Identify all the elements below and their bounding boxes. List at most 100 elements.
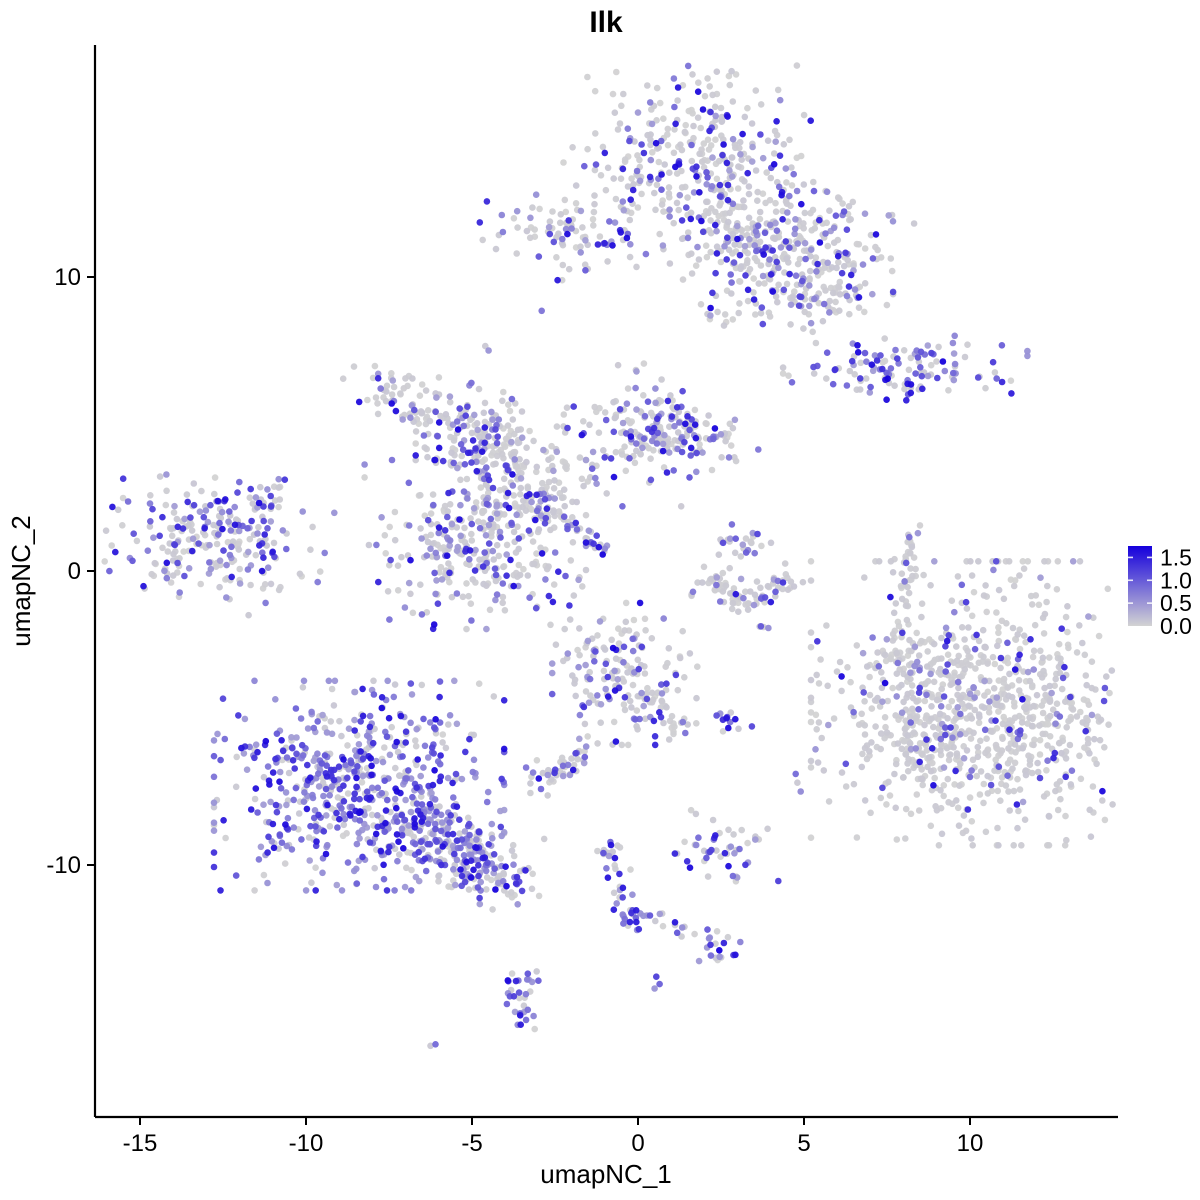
data-point bbox=[124, 498, 132, 505]
data-point bbox=[1091, 735, 1098, 743]
data-point bbox=[552, 641, 560, 648]
data-point bbox=[570, 592, 578, 599]
data-point bbox=[602, 660, 610, 668]
data-point bbox=[388, 391, 396, 398]
data-point bbox=[355, 809, 363, 817]
data-point bbox=[101, 558, 108, 565]
data-point bbox=[411, 820, 419, 828]
data-point bbox=[898, 745, 906, 753]
data-point bbox=[386, 843, 393, 851]
data-point bbox=[464, 449, 472, 457]
data-point bbox=[457, 476, 464, 484]
data-point bbox=[619, 503, 626, 510]
data-point bbox=[633, 440, 640, 447]
data-point bbox=[181, 572, 188, 580]
data-point bbox=[846, 310, 853, 318]
data-point bbox=[510, 528, 518, 536]
data-point bbox=[236, 478, 243, 486]
data-point bbox=[684, 229, 692, 236]
data-point bbox=[927, 767, 935, 775]
data-point bbox=[387, 556, 394, 564]
data-point bbox=[368, 784, 376, 792]
data-point bbox=[344, 774, 351, 782]
data-point bbox=[798, 200, 805, 208]
data-point bbox=[549, 598, 557, 606]
data-point bbox=[784, 586, 792, 593]
data-point bbox=[823, 622, 830, 629]
data-point bbox=[692, 262, 700, 270]
data-point bbox=[1037, 574, 1044, 581]
data-point bbox=[1045, 812, 1053, 820]
data-point bbox=[591, 192, 598, 199]
data-point bbox=[206, 541, 213, 549]
data-point bbox=[816, 216, 823, 224]
data-point bbox=[705, 209, 712, 217]
data-point bbox=[962, 827, 970, 835]
data-point bbox=[383, 388, 390, 395]
data-point bbox=[575, 663, 582, 671]
data-point bbox=[511, 456, 518, 463]
data-point bbox=[929, 659, 937, 666]
data-point bbox=[584, 733, 591, 740]
data-point bbox=[245, 611, 252, 619]
data-point bbox=[783, 200, 791, 207]
data-point bbox=[998, 774, 1006, 781]
data-point bbox=[359, 712, 367, 720]
data-point bbox=[1046, 712, 1054, 720]
data-point bbox=[289, 757, 297, 764]
data-point bbox=[704, 157, 711, 164]
data-point bbox=[713, 250, 721, 257]
data-point bbox=[687, 215, 695, 223]
data-point bbox=[385, 848, 392, 856]
data-point bbox=[678, 933, 685, 940]
data-point bbox=[765, 624, 772, 632]
data-point bbox=[1016, 645, 1024, 653]
data-point bbox=[453, 803, 461, 810]
data-point bbox=[877, 730, 885, 737]
data-point bbox=[1044, 757, 1051, 764]
data-point bbox=[927, 582, 934, 589]
data-point bbox=[635, 665, 642, 673]
data-point bbox=[368, 762, 375, 770]
data-point bbox=[505, 401, 512, 409]
data-point bbox=[405, 479, 413, 487]
data-point bbox=[612, 738, 620, 745]
data-point bbox=[371, 362, 379, 370]
data-point bbox=[225, 518, 232, 525]
data-point bbox=[497, 855, 505, 862]
data-point bbox=[711, 425, 719, 432]
data-point bbox=[356, 835, 363, 842]
data-point bbox=[627, 433, 635, 440]
data-point bbox=[391, 508, 399, 516]
data-point bbox=[997, 654, 1005, 662]
data-point bbox=[384, 588, 392, 595]
data-point bbox=[910, 554, 918, 561]
data-point bbox=[723, 714, 730, 722]
data-point bbox=[351, 716, 358, 724]
data-point bbox=[582, 566, 590, 574]
data-point bbox=[707, 952, 715, 959]
data-point bbox=[491, 565, 499, 572]
data-point bbox=[812, 254, 820, 261]
data-point bbox=[450, 459, 458, 467]
data-point bbox=[574, 755, 581, 763]
data-point bbox=[532, 191, 540, 198]
data-point bbox=[461, 524, 468, 532]
data-point bbox=[869, 255, 877, 262]
data-point bbox=[660, 115, 667, 122]
data-point bbox=[299, 684, 307, 691]
data-point bbox=[459, 446, 467, 454]
data-point bbox=[807, 252, 814, 260]
data-point bbox=[458, 836, 466, 843]
data-point bbox=[810, 370, 818, 377]
data-point bbox=[1067, 693, 1074, 701]
data-point bbox=[378, 694, 386, 701]
data-point bbox=[861, 797, 869, 804]
data-point bbox=[427, 510, 435, 517]
data-point bbox=[669, 404, 676, 411]
data-point bbox=[664, 397, 672, 405]
data-point bbox=[720, 939, 728, 947]
data-point bbox=[887, 255, 895, 262]
data-point bbox=[446, 501, 454, 508]
data-point bbox=[579, 583, 586, 590]
